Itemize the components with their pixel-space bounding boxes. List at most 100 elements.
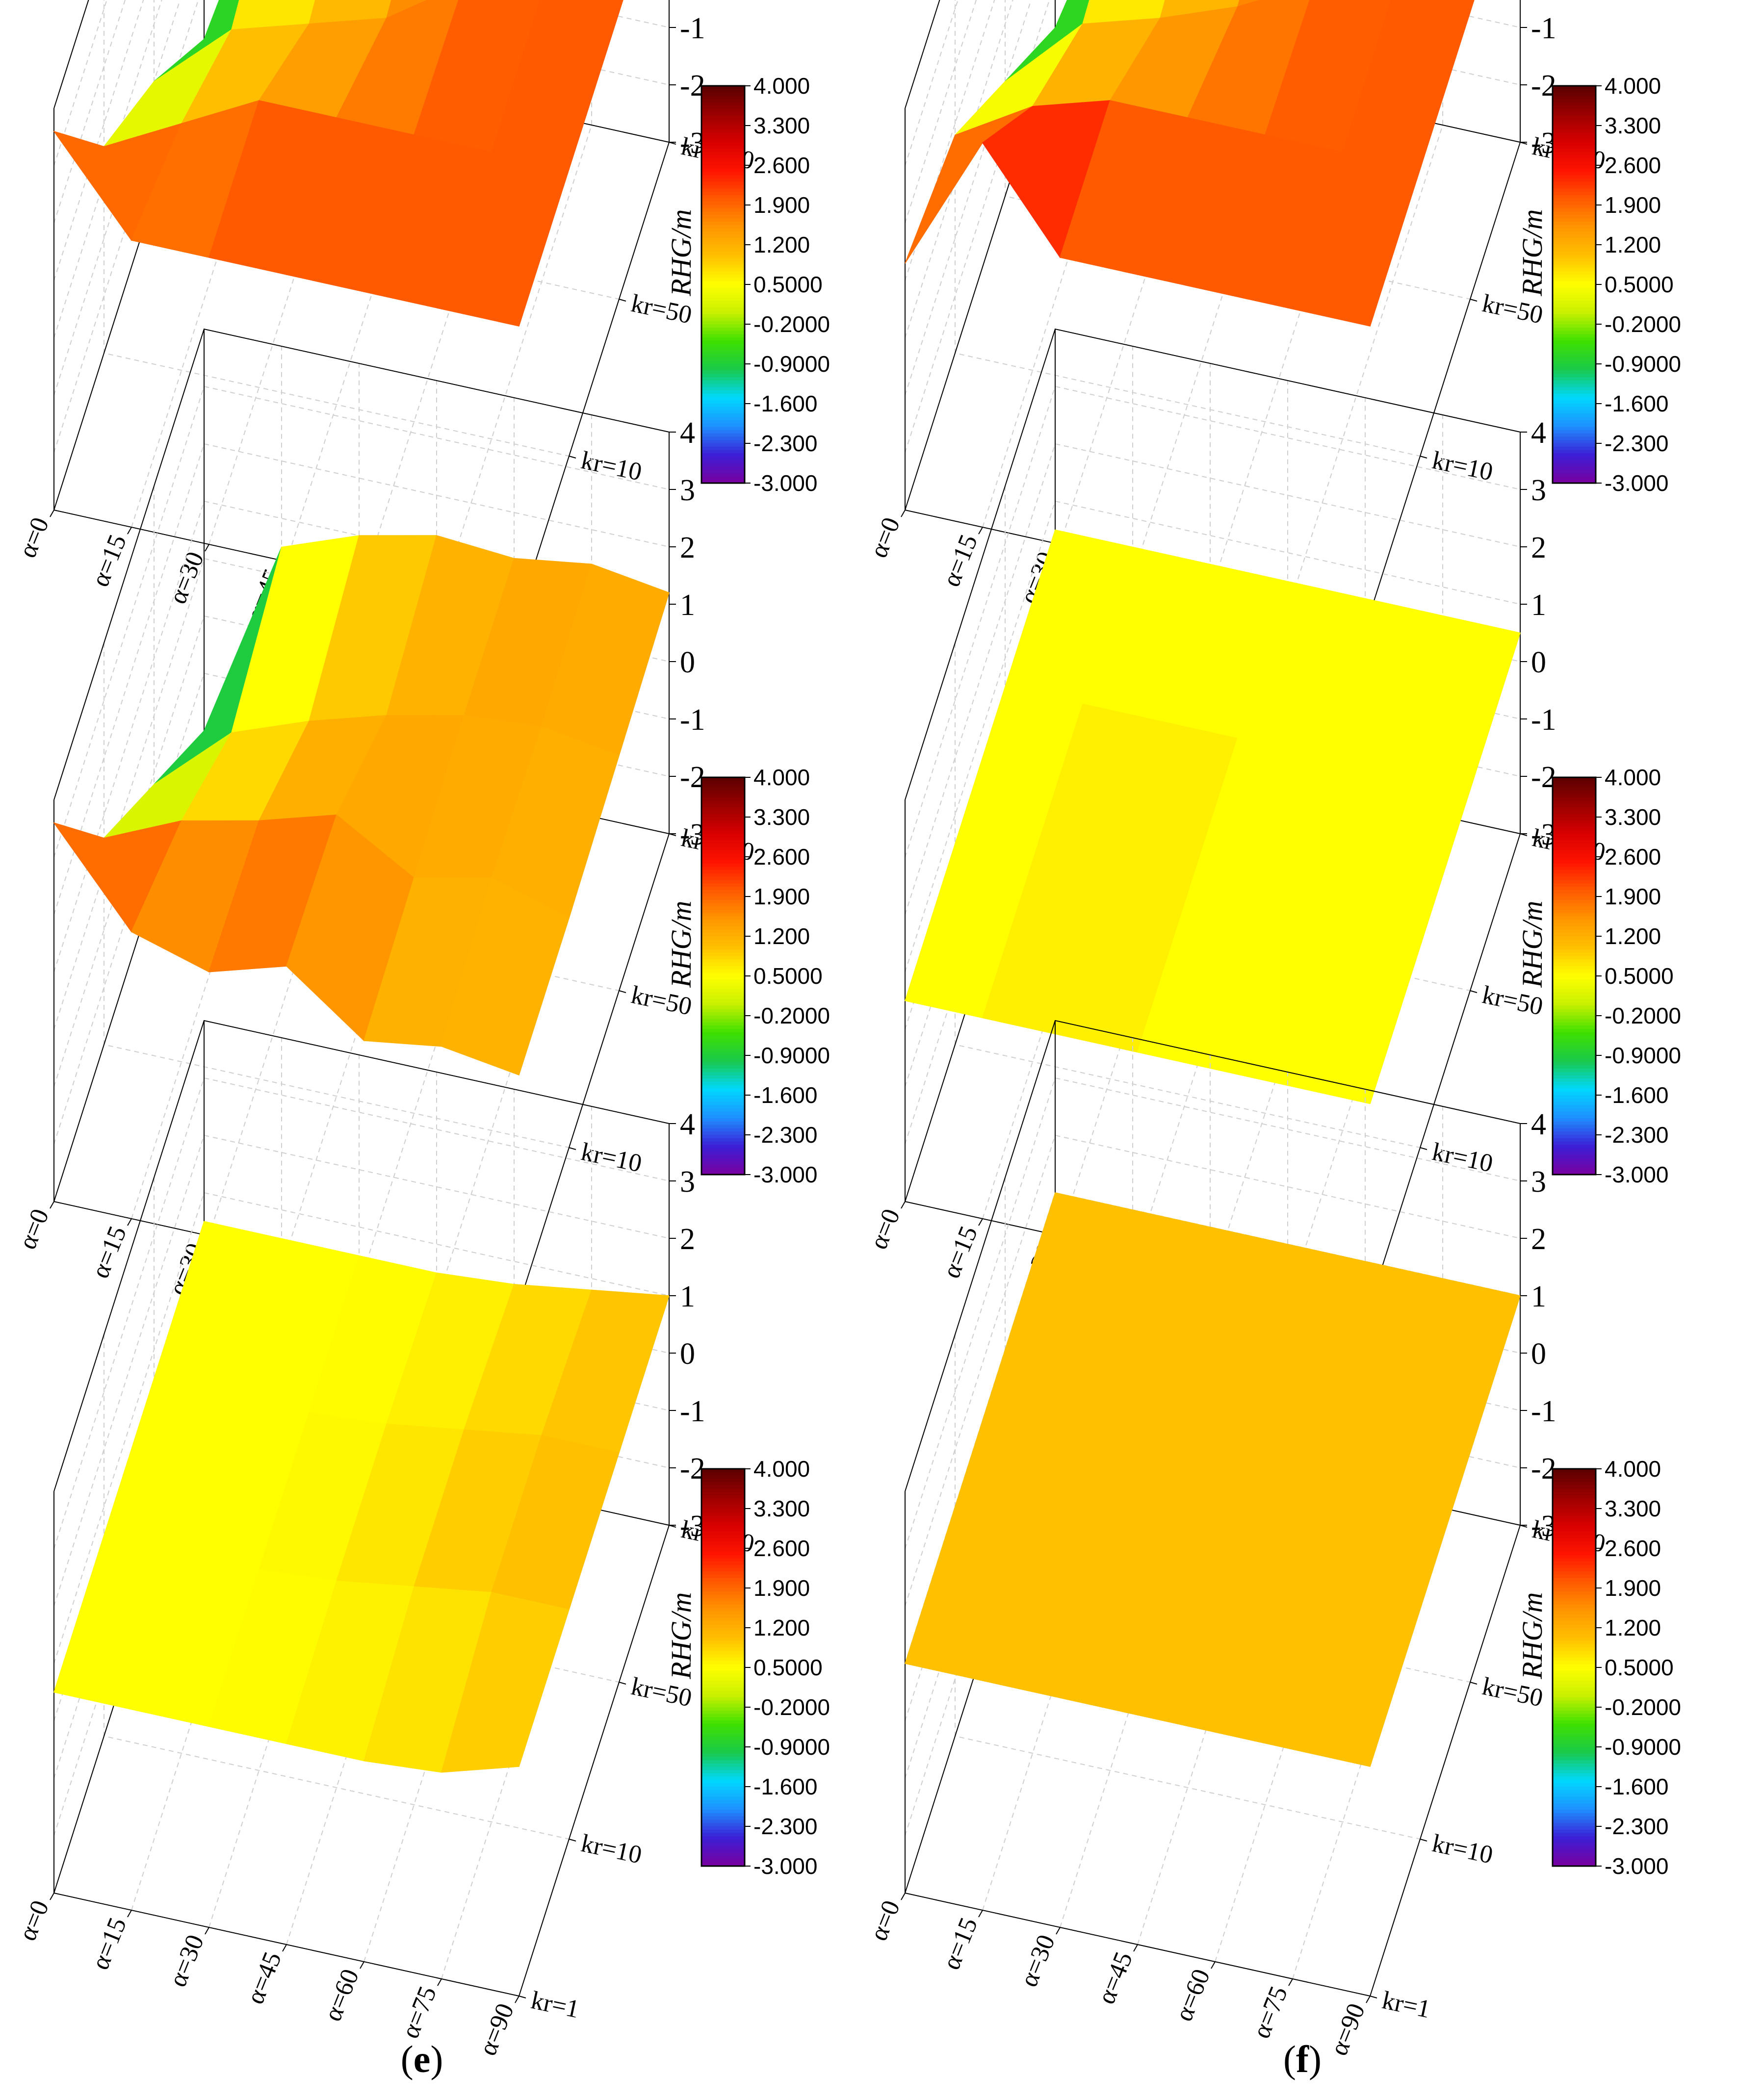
colorbar-segment [701, 1125, 745, 1129]
colorbar-segment [701, 450, 745, 454]
x-tick-label: α=30 [164, 1931, 210, 1991]
colorbar-tick-label: -0.2000 [1605, 1003, 1681, 1028]
colorbar-segment [1553, 923, 1596, 927]
colorbar-segment [701, 1035, 745, 1040]
colorbar-tick-label: -3.000 [1605, 1162, 1668, 1187]
colorbar-segment [1553, 1664, 1596, 1668]
colorbar-segment [1553, 480, 1596, 484]
colorbar-segment [1553, 1161, 1596, 1165]
z-tick-label: 2 [680, 531, 695, 564]
colorbar-segment [701, 446, 745, 451]
colorbar-segment [701, 1664, 745, 1668]
colorbar-segment [701, 109, 745, 113]
colorbar-segment [1553, 1058, 1596, 1063]
x-tick-mark [127, 1218, 132, 1226]
colorbar-segment [701, 255, 745, 258]
colorbar-segment [1553, 797, 1596, 801]
colorbar-tick-label: -0.2000 [753, 1003, 830, 1028]
colorbar-tick-label: -1.600 [753, 1082, 817, 1108]
y-axis-line [1370, 833, 1521, 1305]
z-tick-label: 4 [1531, 416, 1546, 450]
colorbar-tick-label: 3.300 [1605, 1496, 1661, 1521]
colorbar-segment [1553, 347, 1596, 351]
colorbar-segment [701, 387, 745, 391]
colorbar-segment [701, 943, 745, 947]
colorbar-segment [1553, 1624, 1596, 1628]
x-tick-label: α=30 [1015, 1931, 1061, 1991]
colorbar-segment [1553, 1535, 1596, 1539]
colorbar-segment [1553, 1085, 1596, 1089]
colorbar-segment [701, 933, 745, 937]
colorbar-segment [701, 1717, 745, 1721]
x-tick-mark [515, 1996, 519, 2003]
colorbar-segment [1553, 168, 1596, 173]
colorbar-segment [1553, 1075, 1596, 1079]
colorbar-tick-label: 2.600 [1605, 153, 1661, 178]
colorbar-segment [1553, 1717, 1596, 1721]
colorbar-segment [701, 1101, 745, 1106]
colorbar-segment [1553, 1522, 1596, 1526]
colorbar-segment [1553, 817, 1596, 821]
colorbar-segment [1553, 1641, 1596, 1645]
colorbar-segment [701, 384, 745, 388]
colorbar-segment [1553, 916, 1596, 921]
colorbar-tick-label: 3.300 [1605, 113, 1661, 138]
y-tick-mark [569, 1839, 576, 1842]
colorbar-segment [701, 291, 745, 295]
colorbar-segment [701, 899, 745, 904]
colorbar-segment [1553, 800, 1596, 804]
colorbar-tick-label: 1.900 [1605, 884, 1661, 909]
colorbar-segment [1553, 1743, 1596, 1747]
colorbar-tick-label: 1.200 [1605, 232, 1661, 257]
colorbar-segment [701, 215, 745, 219]
colorbar-segment [701, 337, 745, 341]
colorbar-segment [701, 407, 745, 411]
colorbar-segment [701, 119, 745, 123]
colorbar-segment [1553, 1105, 1596, 1109]
colorbar-tick-label: 1.200 [1605, 923, 1661, 949]
colorbar-segment [701, 1092, 745, 1096]
colorbar-segment [701, 241, 745, 245]
colorbar-segment [1553, 1601, 1596, 1605]
colorbar-segment [701, 976, 745, 980]
colorbar-segment [701, 1505, 745, 1509]
colorbar-segment [701, 890, 745, 894]
surface-patch [441, 1592, 570, 1773]
colorbar-segment [701, 784, 745, 788]
colorbar-segment [1553, 142, 1596, 146]
colorbar-segment [701, 1657, 745, 1662]
colorbar-segment [701, 179, 745, 182]
colorbar-segment [1553, 397, 1596, 401]
colorbar-segment [701, 1042, 745, 1046]
colorbar-segment [1553, 1823, 1596, 1827]
colorbar-segment [1553, 1482, 1596, 1486]
colorbar-tick-label: 1.200 [753, 232, 810, 257]
colorbar-tick-label: 1.200 [753, 1615, 810, 1640]
colorbar-segment [701, 1479, 745, 1483]
colorbar-segment [1553, 1836, 1596, 1840]
colorbar-segment [701, 1611, 745, 1615]
colorbar-segment [701, 410, 745, 414]
colorbar-segment [701, 1829, 745, 1834]
colorbar-segment [701, 827, 745, 831]
colorbar-segment [701, 1154, 745, 1159]
colorbar-segment [1553, 407, 1596, 411]
colorbar-segment [1553, 1141, 1596, 1146]
colorbar-segment [701, 1667, 745, 1671]
z-tick-label: -1 [1531, 1395, 1556, 1428]
colorbar-segment [701, 1475, 745, 1480]
colorbar-segment [1553, 284, 1596, 288]
colorbar-segment [1553, 1654, 1596, 1658]
colorbar-segment [1553, 1628, 1596, 1632]
colorbar-segment [1553, 149, 1596, 153]
colorbar-tick-label: 1.200 [753, 923, 810, 949]
colorbar-segment [1553, 470, 1596, 474]
colorbar-segment [701, 886, 745, 891]
colorbar-segment [701, 916, 745, 921]
colorbar-segment [701, 122, 745, 126]
colorbar-segment [1553, 271, 1596, 275]
colorbar-segment [701, 846, 745, 851]
y-tick-mark [1520, 833, 1528, 836]
colorbar-segment [701, 99, 745, 103]
